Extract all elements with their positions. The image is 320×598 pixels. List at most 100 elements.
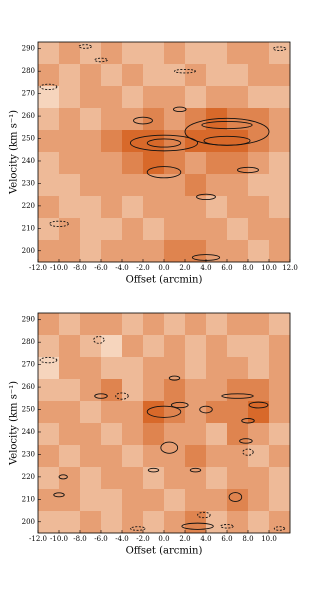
contour: [115, 392, 129, 400]
heatmap-cell: [185, 489, 207, 512]
heatmap-cell: [206, 489, 228, 512]
heatmap-cell: [59, 357, 81, 380]
heatmap-cell: [122, 357, 144, 380]
heatmap-cell: [227, 86, 249, 109]
heatmap-cell: [59, 196, 81, 219]
y-axis-label: Velocity (km s⁻¹): [9, 381, 20, 466]
heatmap-cell: [38, 130, 60, 153]
heatmap-cell: [59, 401, 81, 424]
heatmap-cell: [227, 240, 249, 263]
heatmap-cell: [185, 196, 207, 219]
heatmap-cell: [206, 335, 228, 358]
heatmap-cell: [269, 445, 291, 468]
contour: [181, 522, 214, 530]
heatmap-cell: [248, 240, 270, 263]
contour: [237, 166, 259, 174]
heatmap-cell: [143, 64, 165, 87]
heatmap-cell: [185, 218, 207, 241]
heatmap-cell: [206, 130, 228, 153]
heatmap-cell: [164, 64, 186, 87]
x-tick-label: 0.0: [158, 535, 169, 543]
x-tick-label: 6.0: [221, 535, 232, 543]
heatmap-cell: [269, 467, 291, 490]
heatmap-cell: [227, 130, 249, 153]
heatmap-cell: [80, 357, 102, 380]
heatmap-cell: [59, 108, 81, 131]
contour: [174, 68, 196, 74]
heatmap-cell: [122, 423, 144, 446]
heatmap-cell: [248, 108, 270, 131]
heatmap-cell: [269, 86, 291, 109]
heatmap-cell: [143, 489, 165, 512]
y-tick-label: 200: [22, 518, 35, 526]
heatmap-cell: [227, 42, 249, 65]
heatmap-cell: [59, 313, 81, 336]
x-tick-label: 10.0: [261, 535, 277, 543]
heatmap-cell: [227, 335, 249, 358]
heatmap-cell: [248, 423, 270, 446]
heatmap-cell: [164, 335, 186, 358]
heatmap-cell: [269, 152, 291, 175]
heatmap-cell: [38, 379, 60, 402]
contour: [53, 492, 65, 498]
heatmap-cell: [101, 196, 123, 219]
heatmap-cell: [38, 357, 60, 380]
x-tick-label: 8.0: [242, 264, 253, 272]
heatmap-cell: [164, 174, 186, 197]
heatmap-cell: [185, 42, 207, 65]
heatmap-cell: [164, 489, 186, 512]
heatmap-cell: [122, 174, 144, 197]
heatmap-cell: [227, 445, 249, 468]
heatmap-cell: [206, 196, 228, 219]
contour: [129, 526, 146, 531]
heatmap-cell: [185, 174, 207, 197]
heatmap-cell: [59, 445, 81, 468]
heatmap-cell: [227, 313, 249, 336]
heatmap-cell: [101, 130, 123, 153]
heatmap-cell: [206, 240, 228, 263]
heatmap-cell: [206, 467, 228, 490]
heatmap-cell: [269, 313, 291, 336]
heatmap-cell: [143, 445, 165, 468]
contour: [78, 44, 92, 49]
heatmap-cell: [122, 401, 144, 424]
heatmap-cell: [101, 218, 123, 241]
y-tick-label: 250: [22, 406, 35, 414]
contour: [58, 474, 68, 480]
contour: [147, 467, 160, 473]
contour: [273, 526, 286, 531]
heatmap-cell: [38, 174, 60, 197]
heatmap-cell: [143, 511, 165, 534]
heatmap-cell: [206, 42, 228, 65]
heatmap-cell: [38, 108, 60, 131]
heatmap-cell: [248, 379, 270, 402]
y-tick-label: 240: [22, 428, 35, 436]
heatmap-cell: [101, 357, 123, 380]
heatmap-cell: [122, 218, 144, 241]
contour: [239, 438, 253, 444]
heatmap-cell: [143, 130, 165, 153]
y-tick-label: 210: [22, 224, 35, 232]
x-tick-label: -4.0: [115, 535, 129, 543]
heatmap-cell: [206, 218, 228, 241]
heatmap-cell: [227, 218, 249, 241]
x-tick-label: -6.0: [94, 264, 108, 272]
heatmap-cell: [101, 42, 123, 65]
contour: [146, 166, 182, 179]
heatmap-cell: [122, 511, 144, 534]
heatmap-cell: [101, 174, 123, 197]
heatmap-cell: [122, 42, 144, 65]
heatmap-cell: [206, 423, 228, 446]
heatmap-cell: [164, 218, 186, 241]
heatmap-cell: [269, 423, 291, 446]
heatmap-cell: [38, 42, 60, 65]
x-tick-label: 6.0: [221, 264, 232, 272]
x-tick-label: -4.0: [115, 264, 129, 272]
heatmap-cell: [206, 357, 228, 380]
heatmap-cell: [143, 467, 165, 490]
x-tick-label: 2.0: [179, 535, 190, 543]
x-tick-label: 4.0: [200, 535, 211, 543]
heatmap-cell: [122, 240, 144, 263]
heatmap-cell: [185, 64, 207, 87]
heatmap-cell: [143, 379, 165, 402]
